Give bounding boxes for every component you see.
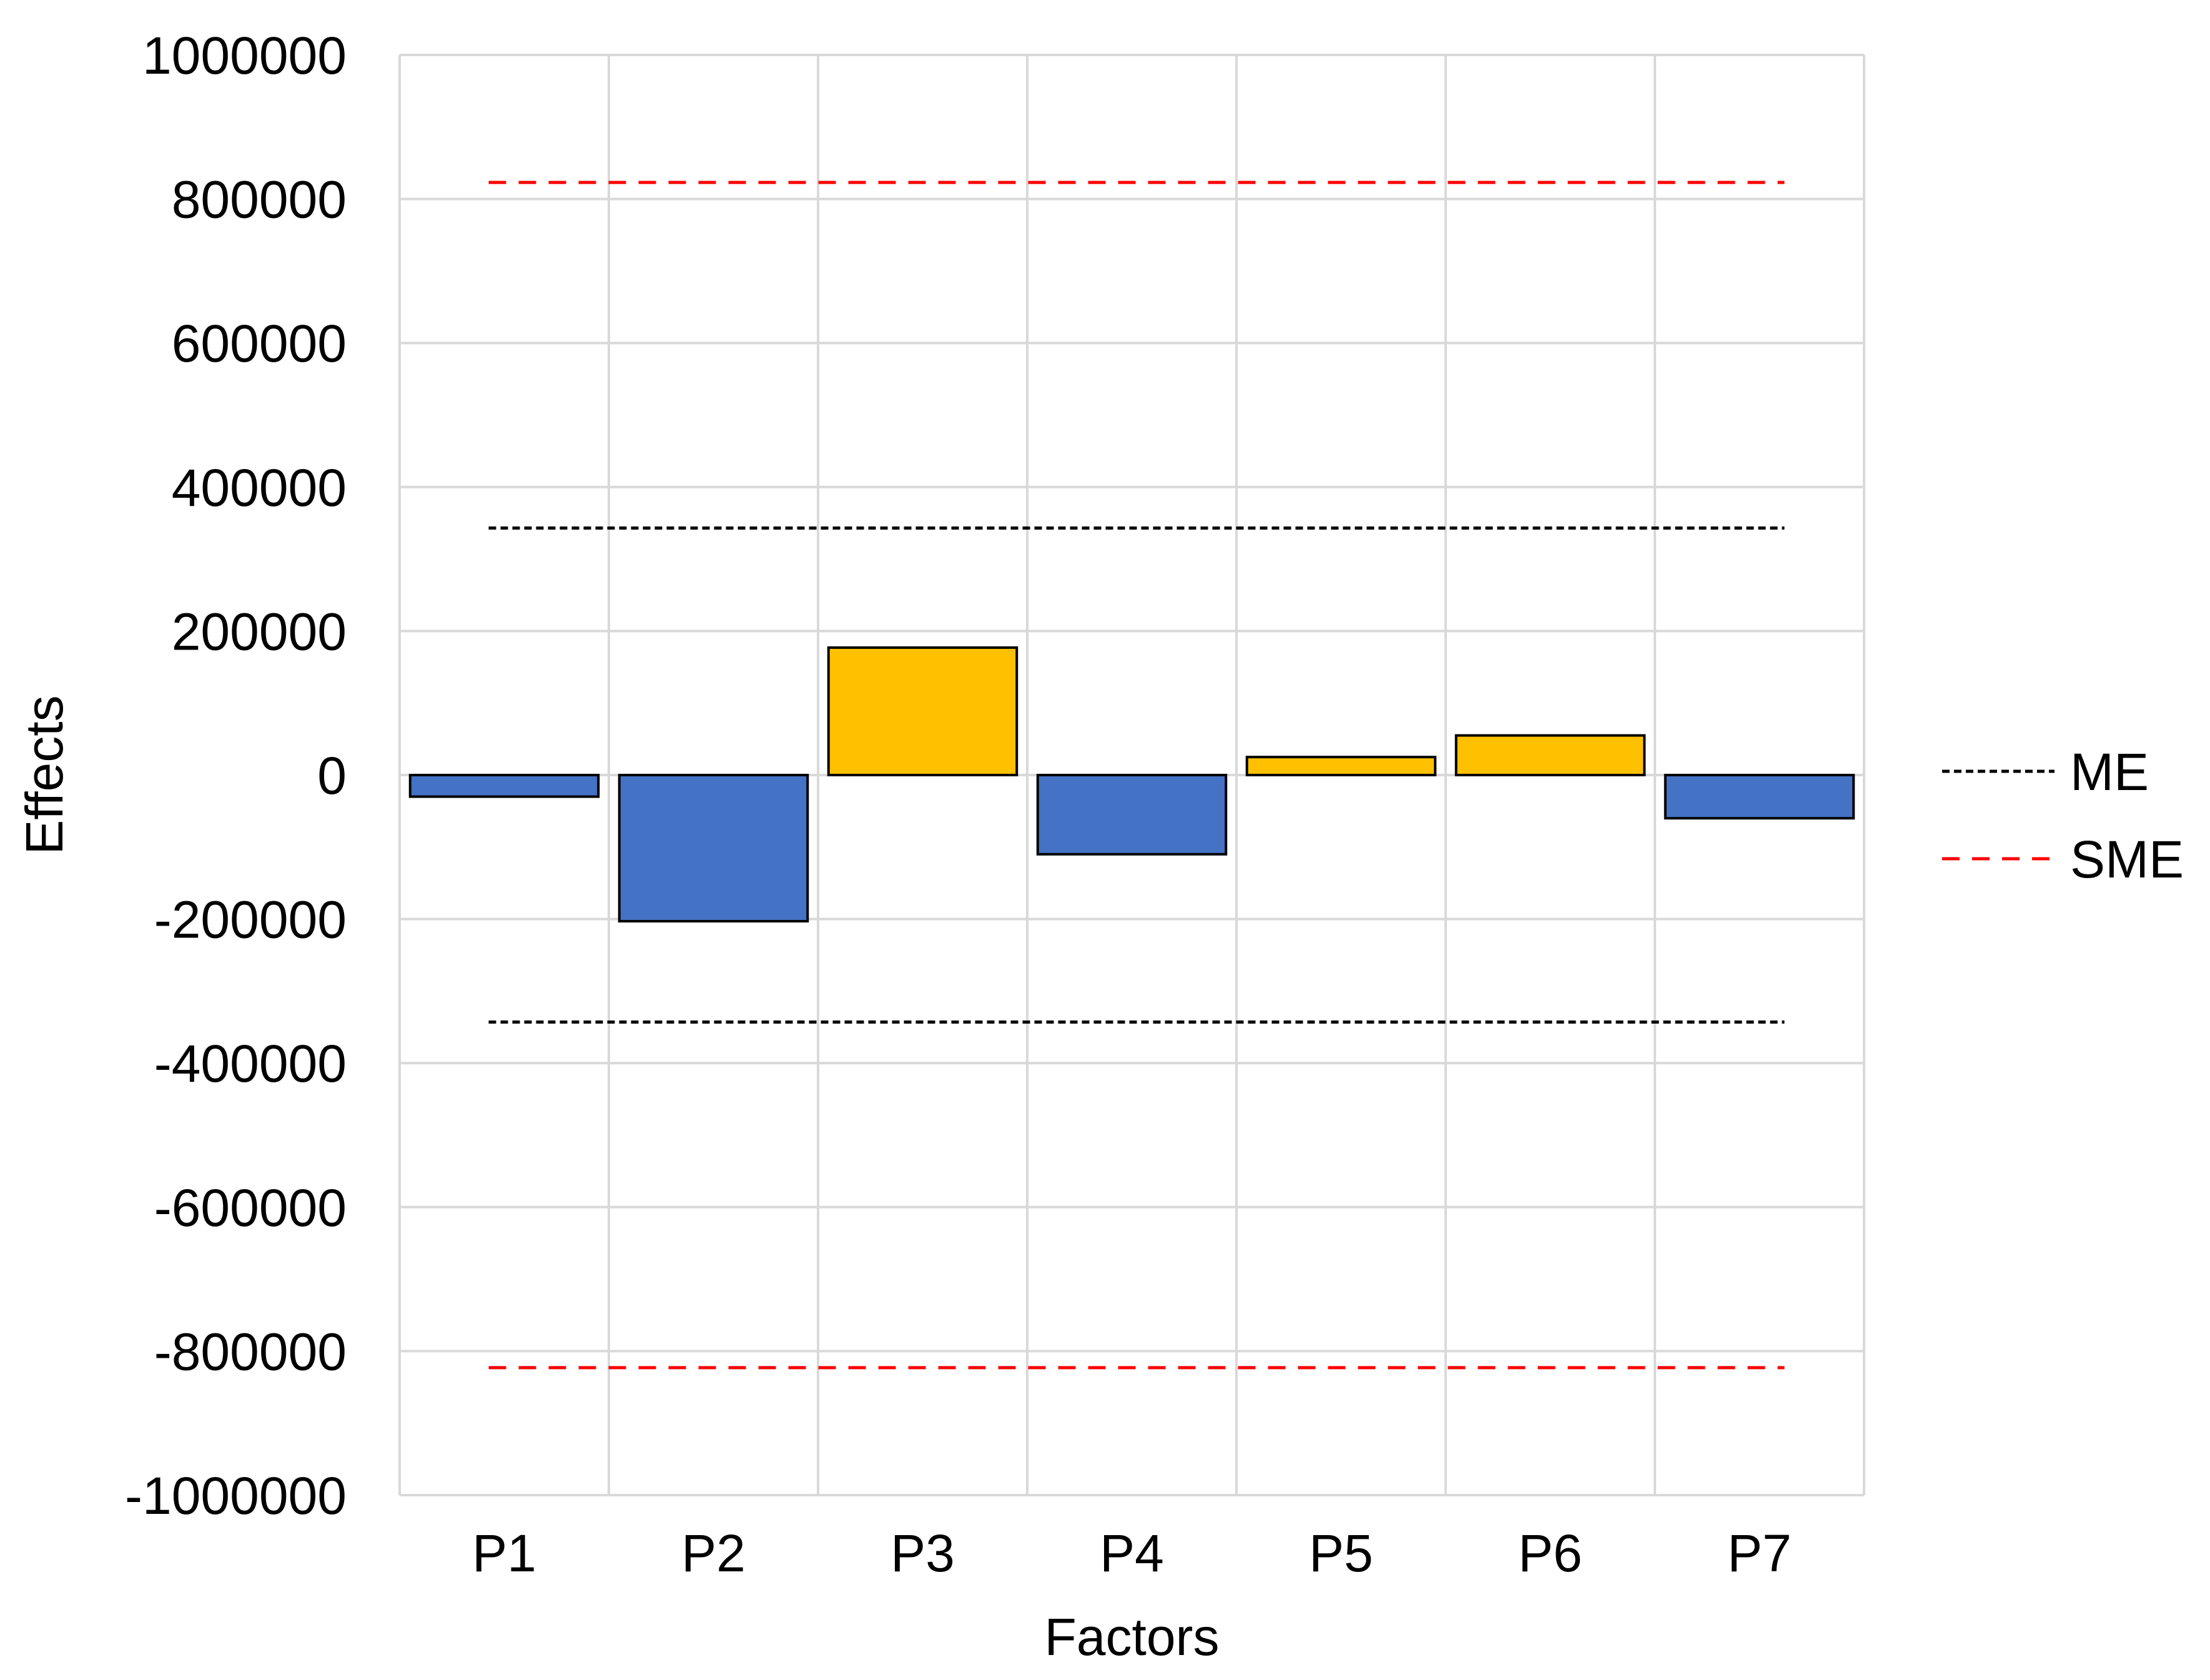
reference-lines — [488, 180, 1785, 1370]
y-tick-label: 1000000 — [142, 26, 347, 85]
y-tick-label: 600000 — [172, 314, 347, 373]
legend: ME SME — [1942, 743, 2184, 889]
bars — [408, 646, 1855, 923]
y-axis-tick-labels: 1000000 800000 600000 400000 200000 0 -200000 -… — [125, 26, 347, 1525]
y-tick-label: -200000 — [154, 891, 347, 949]
y-tick-label: 0 — [317, 746, 347, 805]
bar-p7 — [1664, 774, 1855, 820]
y-tick-label: -400000 — [154, 1034, 347, 1093]
y-tick-label: -1000000 — [125, 1466, 347, 1525]
bar-p3 — [827, 646, 1019, 776]
bar-p6 — [1454, 734, 1646, 776]
x-tick-label: P2 — [681, 1524, 746, 1583]
x-axis-title: Factors — [1044, 1608, 1219, 1666]
bar-p2 — [618, 774, 809, 923]
y-tick-label: -600000 — [154, 1178, 347, 1237]
y-tick-label: 800000 — [172, 170, 347, 229]
legend-label-me: ME — [2070, 743, 2149, 801]
x-tick-label: P6 — [1518, 1524, 1582, 1583]
bar-p5 — [1245, 756, 1437, 777]
x-tick-label: P7 — [1727, 1524, 1792, 1583]
x-tick-label: P3 — [890, 1524, 955, 1583]
x-tick-label: P1 — [472, 1524, 536, 1583]
y-tick-label: -800000 — [154, 1322, 347, 1381]
y-tick-label: 400000 — [172, 458, 347, 517]
bar-p1 — [408, 774, 600, 798]
y-tick-label: 200000 — [172, 602, 347, 661]
x-axis-tick-labels: P1 P2 P3 P4 P5 P6 P7 — [472, 1524, 1792, 1583]
x-tick-label: P5 — [1309, 1524, 1373, 1583]
bar-p4 — [1036, 774, 1228, 856]
y-axis-title: Effects — [15, 695, 74, 854]
legend-label-sme: SME — [2070, 830, 2184, 889]
x-tick-label: P4 — [1100, 1524, 1164, 1583]
